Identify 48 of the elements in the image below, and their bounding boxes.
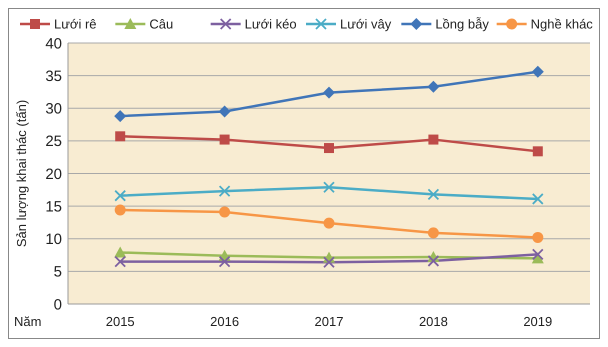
y-axis-title: Sản lượng khai thác (tấn) <box>14 100 29 248</box>
x-tick-label: 2018 <box>418 314 448 329</box>
point <box>532 232 544 243</box>
point <box>220 134 230 145</box>
legend-label: Lưới rê <box>54 16 97 32</box>
y-tick-label: 25 <box>45 133 62 150</box>
point <box>532 193 544 205</box>
x-tick-label: 2015 <box>106 314 135 329</box>
y-tick-label: 15 <box>45 198 62 216</box>
x-tick-label: 2017 <box>314 314 344 329</box>
point <box>532 248 544 260</box>
point <box>323 181 335 194</box>
x-tick-label: 2016 <box>210 314 240 329</box>
point <box>114 256 126 268</box>
y-tick-label: 20 <box>45 166 62 183</box>
point <box>532 146 543 156</box>
legend-label: Câu <box>149 16 174 32</box>
point <box>428 134 438 145</box>
point <box>532 66 544 78</box>
point <box>114 246 126 258</box>
y-tick-label: 35 <box>45 68 62 85</box>
point <box>114 110 126 122</box>
legend-label: Nghề khác <box>530 16 594 32</box>
point <box>115 131 126 142</box>
y-tick-label: 30 <box>45 100 62 118</box>
y-tick-label: 0 <box>54 296 62 314</box>
legend-label: Lồng bẫy <box>435 16 490 32</box>
x-tick-label: 2019 <box>523 314 552 329</box>
x-axis-title: Năm <box>14 314 42 329</box>
point <box>114 204 126 216</box>
point <box>218 185 230 198</box>
point <box>428 227 439 238</box>
y-tick-label: 10 <box>45 231 62 248</box>
legend-label: Lưới kéo <box>244 16 297 32</box>
point <box>428 255 440 267</box>
point <box>218 256 230 268</box>
point <box>323 256 335 268</box>
point <box>324 218 334 229</box>
point <box>324 143 334 154</box>
y-tick-label: 5 <box>54 264 62 281</box>
point <box>114 190 126 202</box>
point <box>218 106 231 118</box>
point <box>323 86 335 99</box>
point <box>427 80 440 93</box>
point <box>219 206 230 218</box>
legend-label: Lưới vây <box>340 16 392 32</box>
y-tick-label: 40 <box>45 35 62 52</box>
point <box>428 188 440 200</box>
